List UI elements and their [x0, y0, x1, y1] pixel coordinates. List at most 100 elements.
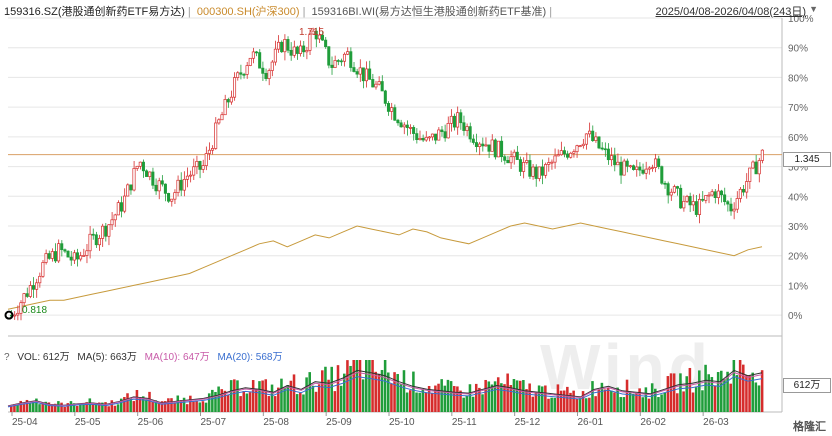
candle-body: [258, 52, 262, 69]
candle-body: [342, 53, 347, 62]
chevron-down-icon[interactable]: ▼: [809, 4, 818, 14]
volume-bar: [710, 377, 714, 412]
candle-body: [38, 275, 42, 284]
volume-bar: [371, 360, 374, 412]
candle-body: [126, 184, 130, 197]
volume-bar: [408, 390, 412, 412]
volume-bar: [41, 402, 44, 412]
volume-bar: [748, 375, 751, 412]
volume-bar: [160, 401, 164, 412]
candle-body: [647, 167, 651, 170]
candle-body: [669, 191, 673, 196]
volume-bar: [270, 384, 274, 412]
volume-bar: [179, 400, 183, 412]
volume-bar: [141, 396, 145, 412]
volume-bar: [738, 360, 742, 412]
candle-body: [195, 161, 199, 168]
candle-body: [559, 150, 563, 156]
volume-bar: [676, 393, 679, 412]
candle-body: [69, 256, 73, 261]
volume-bar: [31, 401, 35, 412]
candle-body: [465, 126, 469, 131]
volume-bar: [13, 404, 16, 412]
candle-body: [757, 160, 761, 175]
candle-body: [418, 137, 422, 140]
candle-body: [635, 166, 639, 170]
candle-body: [248, 57, 252, 66]
candle-body: [446, 123, 450, 139]
candle-body: [145, 170, 149, 177]
candle-body: [107, 224, 111, 237]
candle-body: [616, 161, 620, 166]
volume-bar: [119, 398, 123, 412]
candle-body: [449, 115, 453, 124]
volume-bar: [75, 405, 79, 412]
volume-bar: [650, 383, 654, 412]
volume-bar: [632, 394, 635, 412]
volume-bar: [522, 380, 525, 412]
volume-bar: [236, 380, 239, 412]
candle-body: [374, 83, 378, 88]
candle-body: [493, 139, 497, 158]
candle-body: [336, 60, 340, 62]
volume-bar: [465, 395, 469, 412]
candle-body: [116, 202, 120, 216]
volume-bar: [534, 392, 538, 412]
volume-bar: [757, 385, 761, 412]
candle-body: [223, 99, 227, 116]
candle-body: [229, 96, 233, 103]
candle-body: [386, 103, 390, 112]
candle-body: [540, 166, 544, 176]
volume-bar: [506, 373, 509, 412]
candle-body: [430, 133, 434, 138]
volume-bar: [107, 406, 110, 412]
candle-body: [544, 164, 548, 176]
date-range[interactable]: 2025/04/08-2026/04/08(243日): [655, 6, 806, 18]
security-label-fund[interactable]: 159316.SZ(港股通创新药ETF易方达): [4, 6, 185, 18]
candle-body: [745, 181, 749, 193]
volume-bar: [110, 400, 114, 412]
volume-bar: [569, 392, 572, 412]
volume-bar: [50, 404, 54, 412]
candle-body: [707, 194, 711, 197]
volume-bar: [308, 372, 311, 412]
volume-bar: [214, 391, 217, 412]
security-label-index[interactable]: 000300.SH(沪深300): [196, 6, 300, 18]
security-legend: 159316.SZ(港股通创新药ETF易方达) | 000300.SH(沪深300…: [4, 6, 553, 18]
candle-body: [167, 193, 171, 202]
security-label-benchmark[interactable]: 159316BI.WI(易方达恒生港股通创新药ETF基准): [311, 6, 547, 18]
candle-body: [588, 130, 592, 135]
volume-bar: [123, 397, 126, 412]
volume-bar: [277, 387, 280, 412]
candle-body: [553, 155, 557, 163]
volume-bar: [305, 377, 308, 412]
candle-body: [361, 67, 365, 82]
volume-bar: [88, 398, 92, 412]
candle-body: [255, 51, 259, 54]
candle-body: [547, 162, 551, 165]
candle-body: [242, 73, 246, 76]
help-icon[interactable]: ?: [4, 352, 10, 363]
volume-legend: ? VOL: 612万 MA(5): 663万 MA(10): 647万 MA(…: [4, 348, 287, 363]
candle-body: [666, 183, 670, 196]
volume-bar: [402, 370, 406, 412]
candle-body: [371, 79, 375, 88]
candle-body: [408, 127, 412, 129]
y-tick-label: 20%: [788, 252, 808, 263]
candle-body: [723, 194, 727, 203]
volume-bar: [135, 389, 139, 412]
volume-bar: [657, 397, 660, 412]
candle-body: [286, 39, 290, 51]
candle-body: [456, 112, 460, 128]
volume-bar: [53, 403, 57, 412]
volume-bar: [321, 370, 324, 412]
candle-body: [613, 155, 617, 166]
volume-bar: [669, 373, 673, 412]
candle-body: [657, 158, 661, 167]
candle-body: [119, 202, 123, 212]
volume-bar: [383, 360, 387, 412]
candle-body: [622, 160, 626, 176]
candle-body: [603, 148, 607, 151]
candle-body: [503, 156, 507, 161]
